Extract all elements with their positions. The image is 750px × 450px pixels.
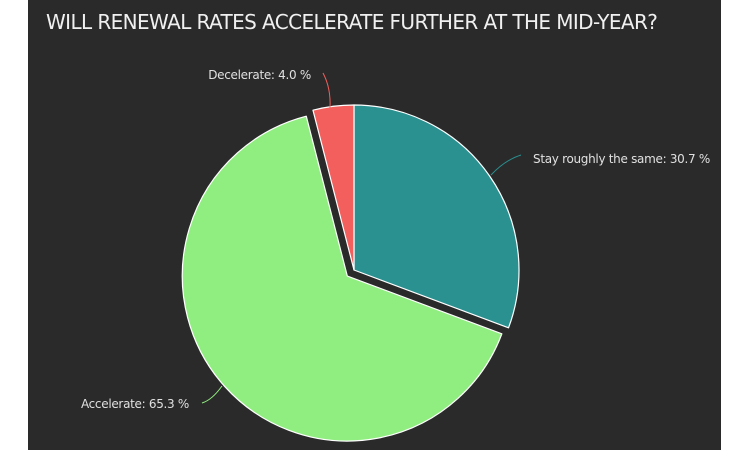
- connector-line: [490, 154, 522, 176]
- chart-title: WILL RENEWAL RATES ACCELERATE FURTHER AT…: [46, 10, 658, 34]
- data-label: Decelerate: 4.0 %: [208, 68, 311, 82]
- data-label: Accelerate: 65.3 %: [81, 397, 189, 411]
- pie-slice-accelerate[interactable]: [181, 115, 503, 442]
- pie-slice-decelerate[interactable]: [312, 104, 355, 271]
- pie-slice-stay-roughly-the-same[interactable]: [353, 104, 520, 329]
- connector-line: [201, 385, 223, 404]
- data-label: Stay roughly the same: 30.7 %: [533, 152, 710, 166]
- connector-line: [322, 72, 331, 109]
